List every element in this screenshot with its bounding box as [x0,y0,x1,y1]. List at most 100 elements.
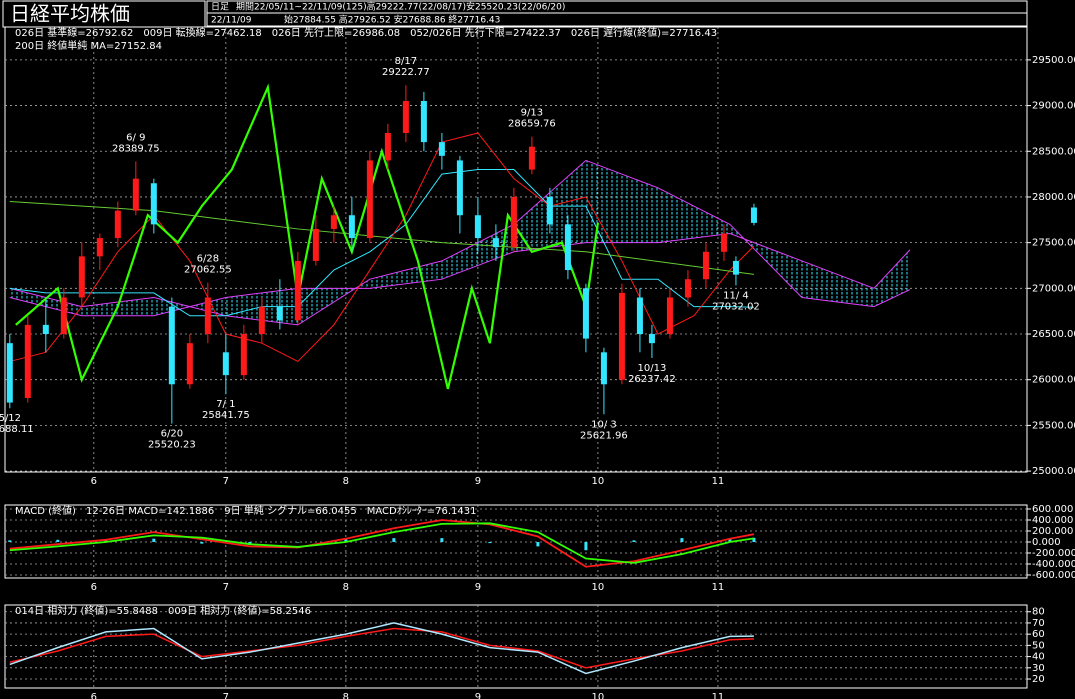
candle-body [348,215,355,239]
x-tick-label: 8 [343,692,349,699]
candle-body [618,292,625,380]
x-tick-label: 8 [343,582,349,593]
oscillator-bar [536,541,540,547]
y-tick-label: 80 [1032,607,1045,618]
ohlc: 始27884.55 高27926.52 安27688.86 終27716.43 [284,14,500,26]
series-line [9,519,755,568]
x-tick-label: 6 [91,582,97,593]
candle-body [528,146,535,170]
annotation-value: 29222.77 [382,67,430,78]
y-tick-label: 27500.00 [1032,238,1075,249]
annotation-value: 26237.42 [628,374,676,385]
y-tick-label: 27000.00 [1032,283,1075,294]
series-line [15,83,600,390]
candle-body [42,324,49,335]
candle-body [600,352,607,385]
oscillator-bar [104,539,108,542]
x-tick-label: 11 [712,476,725,487]
y-tick-label: 600.000 [1032,504,1073,515]
oscillator-bar [752,537,756,542]
y-tick-label: 20 [1032,674,1045,685]
oscillator-bar [56,539,60,542]
x-tick-label: 6 [91,692,97,699]
y-tick-label: -200.000 [1032,548,1075,559]
annotation-date: 6/ 9 [126,132,145,143]
y-tick-label: 25000.00 [1032,466,1075,477]
candle-body [420,101,427,143]
annotation-value: 28659.76 [508,119,556,130]
annotation-value: 28389.75 [112,143,160,154]
oscillator-bar [584,541,588,551]
candle-body [720,233,727,252]
x-tick-label: 10 [592,692,605,699]
candle-body [168,306,175,385]
candle-body [258,306,265,335]
candle-body [240,334,247,376]
y-tick-label: 30 [1032,663,1045,674]
y-tick-label: 40 [1032,652,1045,663]
annotation-date: 11/ 4 [723,290,749,301]
candle-body [366,160,373,239]
annotation-value: 25621.96 [580,430,628,441]
y-tick-label: 70 [1032,618,1045,629]
annotation-value: 25841.75 [202,410,250,421]
annotation-value: 27032.02 [712,301,760,312]
legend-entry: 9日 単純 シグナル=66.0455 [224,504,356,517]
candle-body [636,297,643,335]
x-tick-label: 10 [592,582,605,593]
annotation-date: 10/ 3 [591,419,617,430]
oscillator-bar [296,541,300,543]
candle-body [330,215,337,229]
oscillator-bar [632,540,636,542]
annotation-date: 7/ 1 [216,399,235,410]
date: 22/11/09 [211,16,252,26]
annotation-date: 5/12 [0,413,21,424]
x-tick-label: 11 [712,582,725,593]
annotation-date: 9/13 [521,108,543,119]
series-line [9,169,754,317]
legend-entry: MACD (終値) [15,504,76,517]
y-tick-label: 28500.00 [1032,146,1075,157]
annotation-value: 25520.23 [148,440,196,451]
title-box [2,0,206,28]
x-tick-label: 6 [91,476,97,487]
candle-body [186,343,193,385]
oscillator-bar [392,538,396,542]
candle-body [492,238,499,248]
annotation-date: 6/20 [161,429,183,440]
series-line [9,232,911,317]
candle-body [96,238,103,257]
annotation-date: 6/28 [197,254,219,265]
oscillator-bar [152,538,156,542]
y-tick-label: 200.000 [1032,526,1073,537]
y-tick-label: 26500.00 [1032,329,1075,340]
candle-body [384,132,391,161]
y-tick-label: 25500.00 [1032,420,1075,431]
y-tick-label: 50 [1032,640,1045,651]
x-tick-label: 10 [592,476,605,487]
y-tick-label: 29000.00 [1032,101,1075,112]
candle-body [276,306,283,321]
panel-frame [4,26,1028,473]
candle-body [702,251,709,280]
annotation-value: 25688.11 [0,424,34,435]
candle-body [132,178,139,211]
candle-body [78,256,85,298]
x-tick-label: 9 [475,582,481,593]
x-tick-label: 9 [475,692,481,699]
candle-body [732,260,739,275]
y-tick-label: 60 [1032,629,1045,640]
candle-body [402,101,409,133]
series-line [9,622,754,675]
legend-entry: MACDｵｼﾚｰﾀｰ=76.1431 [367,505,477,517]
x-tick-label: 7 [223,692,229,699]
candle-body [456,160,463,216]
candle-body [582,288,589,339]
x-tick-label: 11 [712,692,725,699]
y-tick-label: 400.000 [1032,515,1073,526]
candle-body [114,210,121,239]
candle-body [150,183,157,225]
y-tick-label: -400.000 [1032,559,1075,570]
y-tick-label: 0.000 [1032,537,1061,548]
